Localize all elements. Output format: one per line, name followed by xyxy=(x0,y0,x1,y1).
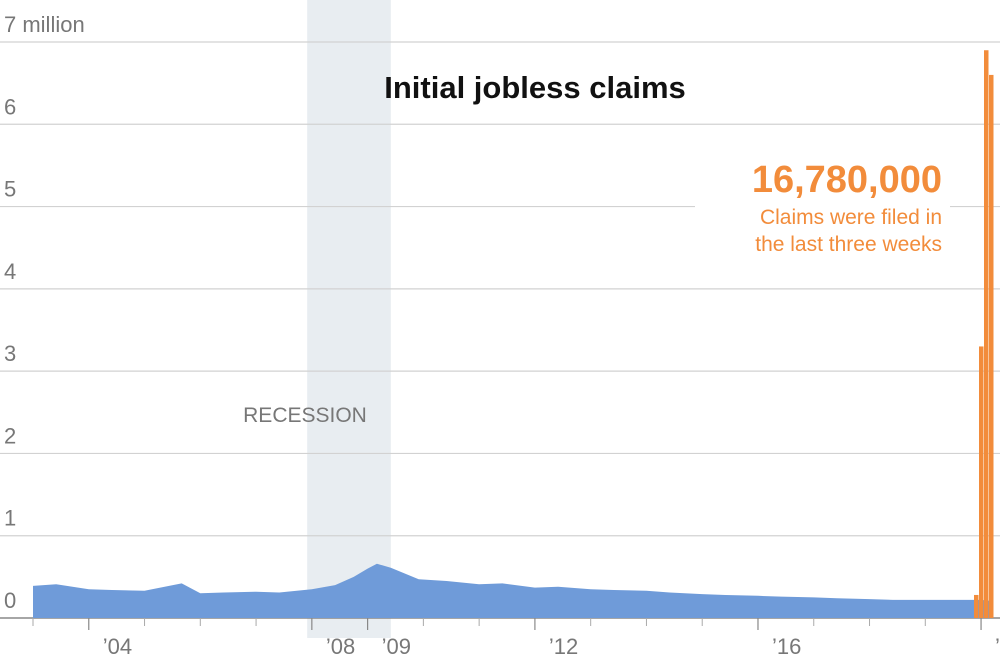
recent-claims-bars xyxy=(974,50,994,618)
claims-area xyxy=(33,563,991,618)
annotation-backdrop xyxy=(695,196,950,260)
annotation-text-line-1: Claims were filed in xyxy=(760,206,942,229)
chart-title: Initial jobless claims xyxy=(384,70,686,105)
recession-shading: RECESSION xyxy=(243,0,391,638)
claims-bar xyxy=(989,74,994,618)
y-tick-label: 7 million xyxy=(4,12,85,37)
annotation-text-line-2: the last three weeks xyxy=(755,233,942,256)
y-tick-label: 1 xyxy=(4,506,16,531)
x-tick-label: ’20 xyxy=(995,634,1000,659)
grid-lines xyxy=(0,41,1000,619)
y-tick-label: 3 xyxy=(4,341,16,366)
y-tick-label: 6 xyxy=(4,94,16,119)
y-tick-label: 5 xyxy=(4,177,16,202)
x-tick-label: ’09 xyxy=(382,634,411,659)
x-tick-label: ’16 xyxy=(772,634,801,659)
x-tick-label: ’08 xyxy=(326,634,355,659)
x-tick-label: ’04 xyxy=(103,634,132,659)
recession-band xyxy=(307,0,391,638)
claims-bar xyxy=(974,594,979,618)
claims-bar xyxy=(979,346,984,618)
y-tick-label: 4 xyxy=(4,259,16,284)
annotation-value: 16,780,000 xyxy=(752,159,942,201)
x-tick-label: ’12 xyxy=(549,634,578,659)
recession-label: RECESSION xyxy=(243,404,367,427)
y-tick-label: 0 xyxy=(4,588,16,613)
claims-bar xyxy=(984,50,989,618)
y-tick-label: 2 xyxy=(4,423,16,448)
claims-area-path xyxy=(33,563,991,618)
axes: 0 1 2 3 4 5 6 7 million ’04 ’08 ’09 ’12 ’16 ’20 xyxy=(4,12,1000,659)
